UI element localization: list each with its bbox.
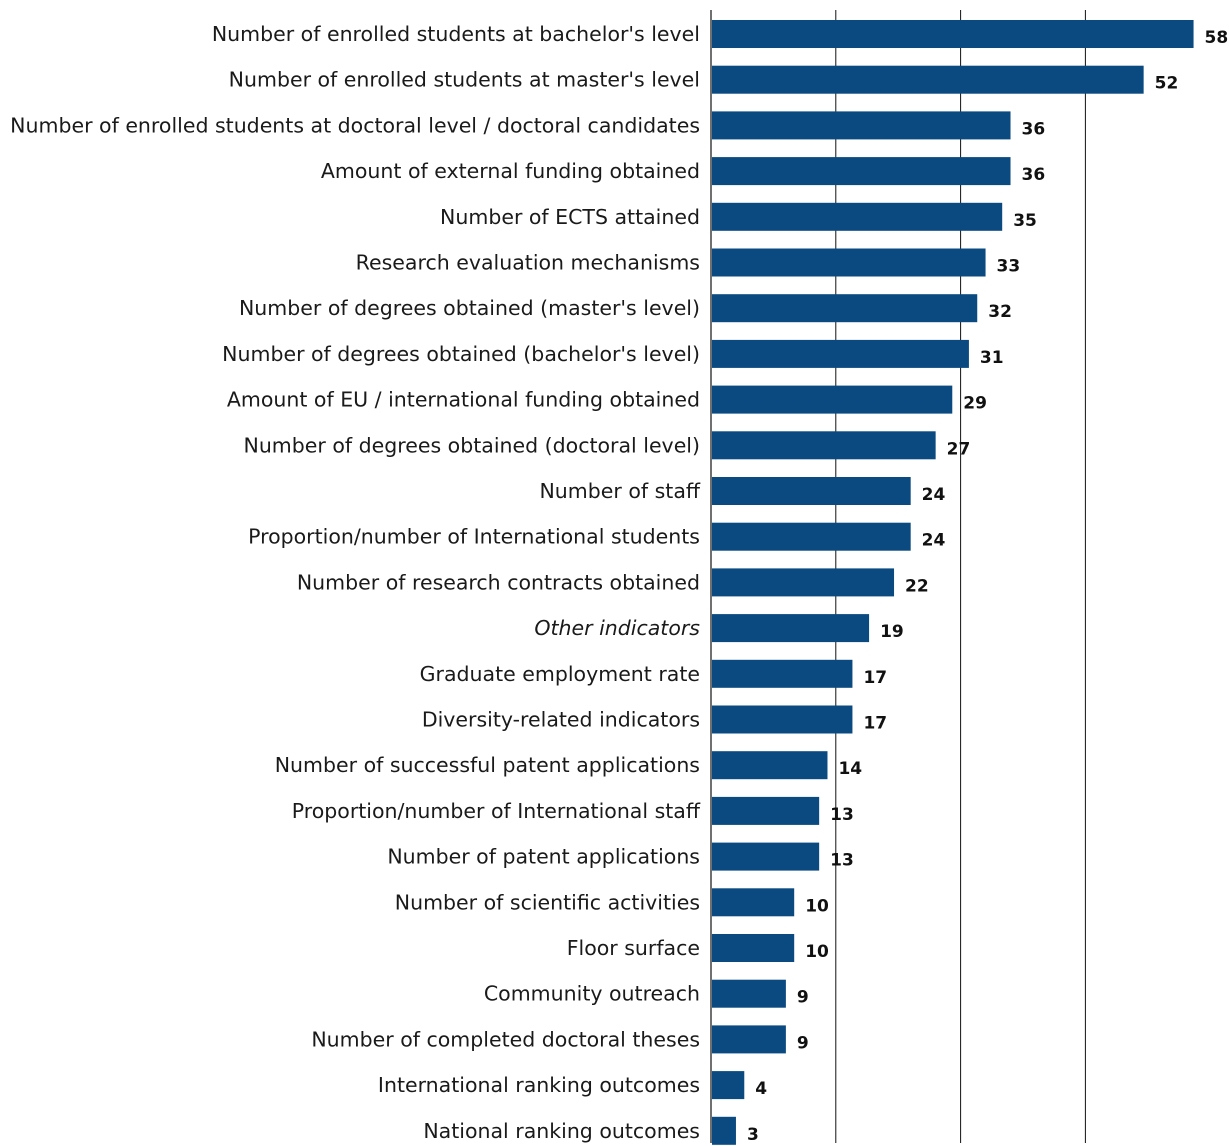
- bar: [712, 705, 853, 734]
- data-label: 10: [805, 942, 829, 962]
- data-label: 13: [830, 805, 854, 825]
- bar: [712, 568, 895, 597]
- bar: [712, 20, 1194, 48]
- category-label: Graduate employment rate: [420, 662, 700, 686]
- category-label: Amount of EU / international funding obt…: [227, 388, 700, 412]
- category-label: Number of degrees obtained (doctoral lev…: [243, 433, 700, 457]
- data-label: 13: [830, 851, 854, 871]
- bar: [712, 385, 953, 414]
- bar: [712, 339, 969, 368]
- bar: [712, 842, 820, 871]
- bar: [712, 522, 911, 551]
- data-label: 32: [988, 302, 1012, 322]
- gridlines: [710, 10, 1086, 1143]
- bar: [712, 934, 795, 962]
- category-label: Number of scientific activities: [395, 890, 700, 914]
- category-label: Number of enrolled students at bachelor'…: [212, 22, 700, 46]
- bar: [712, 248, 986, 277]
- data-label: 4: [755, 1079, 767, 1099]
- category-label: Number of research contracts obtained: [297, 570, 700, 594]
- bar: [712, 477, 911, 505]
- data-label: 31: [980, 348, 1004, 368]
- data-labels: 58 52 36 36 35 33 32 31 29 27 24 24 22 19 17 17 14 13 13 10…: [747, 28, 1228, 1145]
- data-label: 27: [947, 439, 971, 459]
- bar: [712, 111, 1011, 140]
- category-label: Number of ECTS attained: [440, 205, 700, 229]
- category-label: Number of degrees obtained (master's lev…: [239, 296, 700, 320]
- category-label: Research evaluation mechanisms: [356, 251, 700, 275]
- category-label: Other indicators: [534, 616, 700, 640]
- data-label: 3: [747, 1125, 759, 1145]
- bar: [712, 614, 870, 643]
- category-label: Number of degrees obtained (bachelor's l…: [222, 342, 700, 366]
- bar: [712, 979, 786, 1008]
- data-label: 22: [905, 576, 929, 596]
- data-label: 35: [1013, 211, 1037, 231]
- bar: [712, 294, 978, 323]
- bar: [712, 796, 820, 825]
- bar: [712, 751, 828, 780]
- category-labels: Number of enrolled students at bachelor'…: [10, 22, 701, 1143]
- category-label: National ranking outcomes: [423, 1119, 700, 1143]
- bar: [712, 202, 1003, 231]
- category-label: Diversity-related indicators: [422, 708, 700, 732]
- category-label: Number of completed doctoral theses: [311, 1027, 700, 1051]
- data-label: 9: [797, 988, 809, 1008]
- bars: [712, 20, 1194, 1145]
- bar: [712, 659, 853, 688]
- category-label: Number of patent applications: [387, 845, 700, 869]
- bar: [712, 431, 936, 460]
- category-label: International ranking outcomes: [378, 1073, 700, 1097]
- data-label: 29: [963, 394, 987, 414]
- data-label: 9: [797, 1033, 809, 1053]
- category-label: Number of staff: [539, 479, 700, 503]
- data-label: 24: [922, 531, 946, 551]
- category-label: Floor surface: [567, 936, 700, 960]
- category-label: Number of successful patent applications: [275, 753, 700, 777]
- data-label: 36: [1022, 119, 1046, 139]
- category-label: Amount of external funding obtained: [321, 159, 700, 183]
- bar: [712, 1116, 736, 1145]
- data-label: 24: [922, 485, 946, 505]
- data-label: 17: [863, 668, 887, 688]
- data-label: 36: [1022, 165, 1046, 185]
- category-label: Proportion/number of International stude…: [248, 525, 700, 549]
- bar: [712, 1025, 786, 1054]
- data-label: 14: [838, 759, 862, 779]
- category-label: Proportion/number of International staff: [292, 799, 701, 823]
- bar: [712, 888, 795, 917]
- data-label: 58: [1205, 28, 1229, 48]
- bar: [712, 65, 1144, 94]
- category-label: Number of enrolled students at doctoral …: [10, 113, 700, 137]
- data-label: 33: [997, 257, 1021, 277]
- data-label: 19: [880, 622, 904, 642]
- category-label: Community outreach: [484, 982, 700, 1006]
- data-label: 10: [805, 896, 829, 916]
- data-label: 52: [1155, 74, 1179, 94]
- bar: [712, 157, 1011, 186]
- category-label: Number of enrolled students at master's …: [229, 68, 700, 92]
- bar: [712, 1071, 745, 1100]
- data-label: 17: [863, 714, 887, 734]
